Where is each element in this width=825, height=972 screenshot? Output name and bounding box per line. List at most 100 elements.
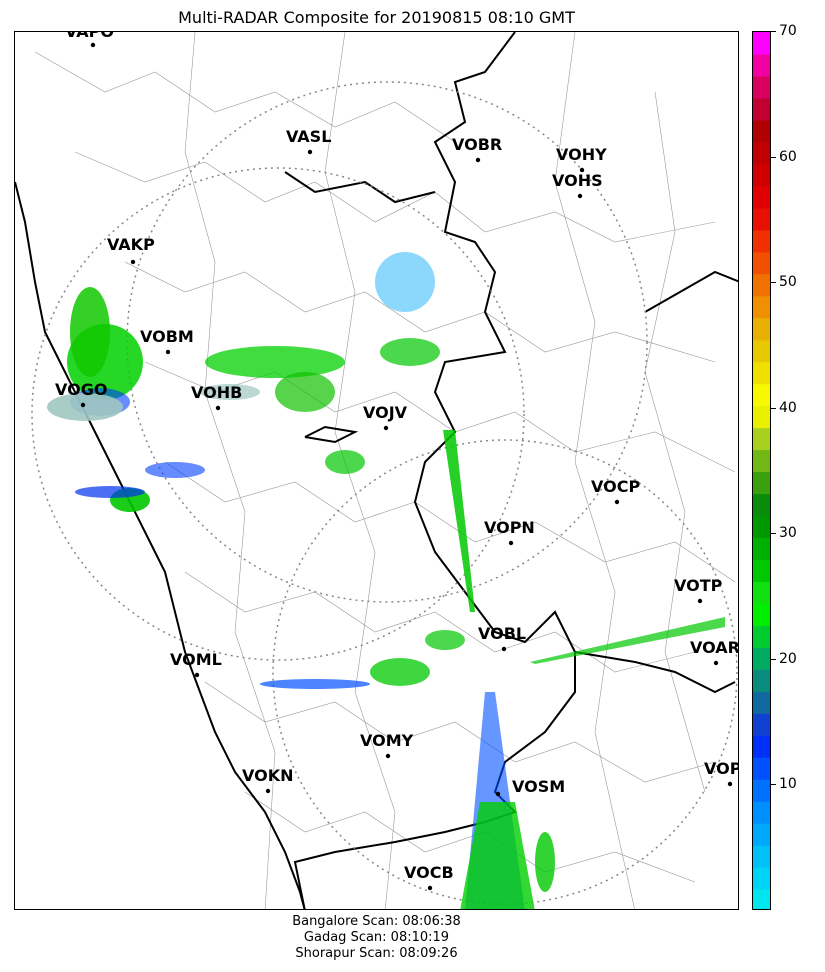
colorbar-band xyxy=(753,537,770,561)
station-dot xyxy=(579,167,585,173)
colorbar-band xyxy=(753,757,770,780)
station-label: VOKN xyxy=(242,766,294,785)
station-vohb: VOHB xyxy=(191,383,242,411)
station-vopc: VOPC xyxy=(704,759,739,787)
colorbar-band xyxy=(753,32,770,55)
colorbar-band xyxy=(753,383,770,407)
station-dot xyxy=(130,259,136,265)
colorbar-tick xyxy=(771,533,776,535)
colorbar-band xyxy=(753,735,770,758)
colorbar-tick-label: 30 xyxy=(779,525,797,542)
colorbar-tick-label: 70 xyxy=(779,23,797,39)
colorbar-band xyxy=(753,845,770,868)
station-vocp: VOCP xyxy=(591,477,640,505)
coastline xyxy=(15,181,306,909)
station-vocb: VOCB xyxy=(404,863,454,891)
colorbar-band xyxy=(753,207,770,231)
colorbar-tick-label: 10 xyxy=(779,776,797,793)
colorbar-tick xyxy=(771,658,776,660)
station-dot xyxy=(307,149,313,155)
colorbar-band xyxy=(753,141,770,165)
station-label: VOSM xyxy=(512,777,565,796)
colorbar-tick xyxy=(771,156,776,158)
station-voml: VOML xyxy=(170,650,222,678)
colorbar-band xyxy=(753,779,770,802)
station-markers: VAPO VASL VOBR VOHY VOHS VAKP VOBM VOGO VOHB VOJV… xyxy=(55,32,739,891)
station-label: VOMY xyxy=(360,731,414,750)
station-dot xyxy=(495,791,501,797)
station-dot xyxy=(713,660,719,666)
station-dot xyxy=(614,499,620,505)
station-dot xyxy=(727,781,733,787)
station-dot xyxy=(165,349,171,355)
colorbar-tick xyxy=(771,784,776,786)
colorbar xyxy=(752,31,771,910)
station-dot xyxy=(508,540,514,546)
colorbar-band xyxy=(753,339,770,363)
colorbar-band xyxy=(753,273,770,297)
station-dot xyxy=(194,672,200,678)
colorbar-band xyxy=(753,229,770,253)
colorbar-band xyxy=(753,163,770,187)
colorbar-band xyxy=(753,185,770,209)
station-voar: VOAR xyxy=(690,638,739,666)
station-label: VOCP xyxy=(591,477,640,496)
colorbar-tick-label: 20 xyxy=(779,650,797,667)
station-label: VOHB xyxy=(191,383,242,402)
colorbar-band xyxy=(753,603,770,626)
colorbar-tick xyxy=(771,407,776,409)
station-vobm: VOBM xyxy=(140,327,194,355)
station-vapo: VAPO xyxy=(65,32,114,48)
colorbar-band xyxy=(753,295,770,319)
station-dot xyxy=(265,788,271,794)
colorbar-band xyxy=(753,361,770,385)
station-dot xyxy=(383,425,389,431)
colorbar-band xyxy=(753,867,770,890)
colorbar-band xyxy=(753,713,770,736)
station-vobl: VOBL xyxy=(478,624,526,652)
scan-time-bangalore: Bangalore Scan: 08:06:38 xyxy=(292,914,461,929)
colorbar-band xyxy=(753,97,770,121)
colorbar-band xyxy=(753,405,770,429)
station-vohs: VOHS xyxy=(552,171,603,199)
scan-times: Bangalore Scan: 08:06:38 Gadag Scan: 08:… xyxy=(14,914,739,962)
station-dot xyxy=(215,405,221,411)
scan-time-gadag: Gadag Scan: 08:10:19 xyxy=(303,930,450,945)
station-dot xyxy=(385,753,391,759)
station-label: VOHS xyxy=(552,171,603,190)
chart-title: Multi-RADAR Composite for 20190815 08:10… xyxy=(178,8,575,27)
station-label: VOCB xyxy=(404,863,454,882)
station-votp: VOTP xyxy=(674,576,723,604)
colorbar-band xyxy=(753,889,770,909)
colorbar-tick-label: 50 xyxy=(779,274,797,291)
colorbar-band xyxy=(753,449,770,473)
colorbar-band xyxy=(753,515,770,539)
station-label: VOJV xyxy=(363,403,408,422)
station-label: VOGO xyxy=(55,380,107,399)
colorbar-band xyxy=(753,119,770,143)
radar-echoes xyxy=(47,252,725,909)
colorbar-band xyxy=(753,823,770,846)
station-label: VOAR xyxy=(690,638,739,657)
colorbar-band xyxy=(753,559,770,582)
station-label: VOBR xyxy=(452,135,502,154)
station-vogo: VOGO xyxy=(55,380,107,408)
station-vasl: VASL xyxy=(286,127,331,155)
station-label: VOPN xyxy=(484,518,535,537)
station-label: VASL xyxy=(286,127,331,146)
station-label: VAPO xyxy=(65,32,114,41)
colorbar-band xyxy=(753,581,770,604)
colorbar-band xyxy=(753,647,770,670)
district-boundaries xyxy=(34,32,736,909)
station-vosm: VOSM xyxy=(495,777,565,797)
scan-time-shorapur: Shorapur Scan: 08:09:26 xyxy=(295,946,458,961)
station-label: VOBL xyxy=(478,624,526,643)
station-label: VOPC xyxy=(704,759,739,778)
colorbar-band xyxy=(753,493,770,517)
colorbar-tick xyxy=(771,282,776,284)
radar-map: VAPO VASL VOBR VOHY VOHS VAKP VOBM VOGO VOHB VOJV… xyxy=(14,31,739,910)
colorbar-band xyxy=(753,317,770,341)
colorbar-band xyxy=(753,75,770,99)
station-vakp: VAKP xyxy=(107,235,155,265)
colorbar-band xyxy=(753,251,770,275)
